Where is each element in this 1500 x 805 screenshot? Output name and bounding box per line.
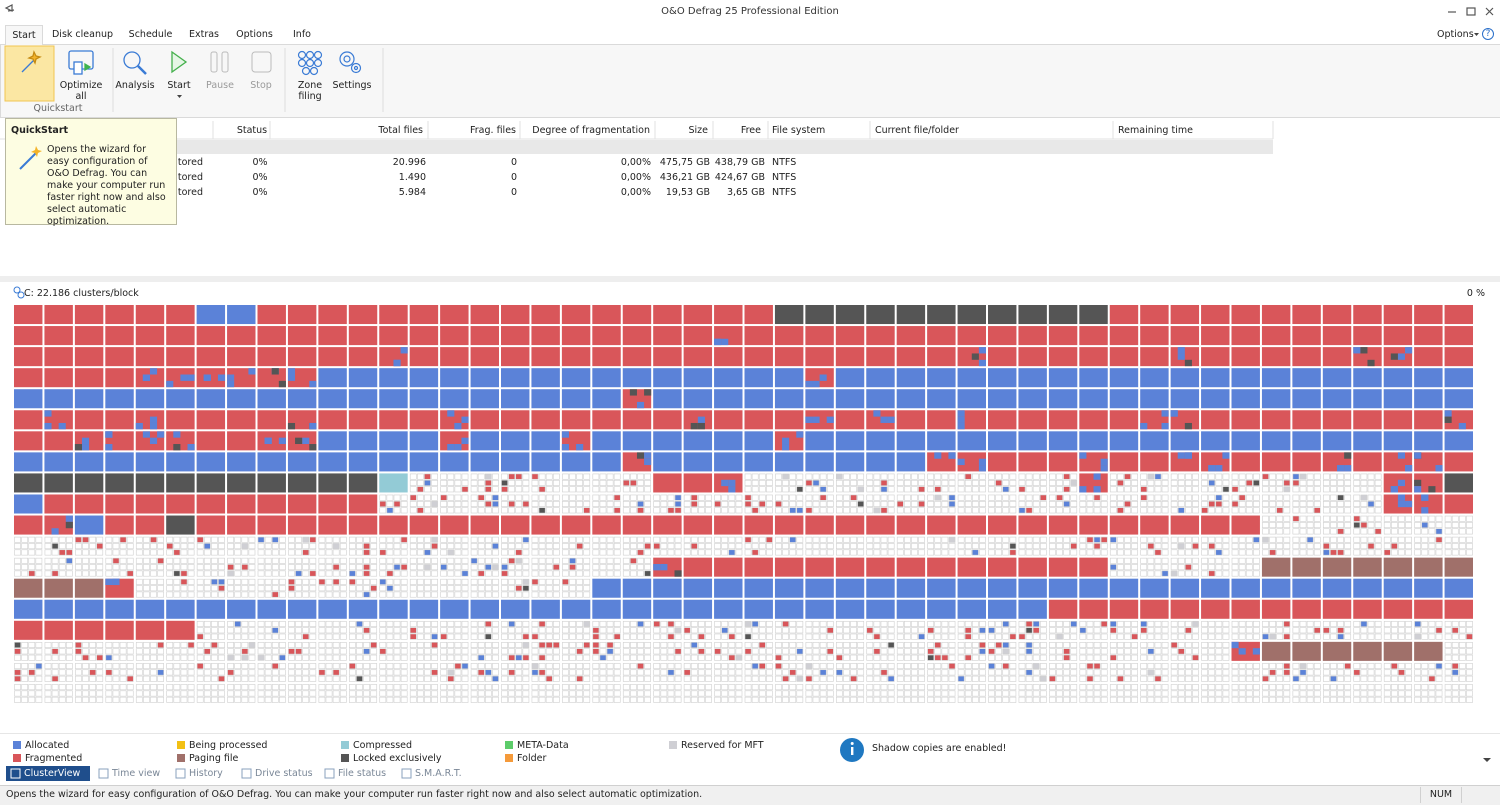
table-cell: 0,00% [620,187,651,198]
legend-label: Locked exclusively [353,753,442,764]
view-tab-label[interactable]: File status [338,768,387,779]
legend-label: Fragmented [25,753,83,764]
legend-label: META-Data [517,740,569,751]
cluster-panel [0,282,1500,732]
ribbon-button[interactable]: QuickStart [4,80,55,91]
menu-tab[interactable]: Options [236,29,273,40]
menu-tab[interactable]: Info [293,29,311,40]
table-cell: 19,53 GB [665,187,710,198]
wand [19,152,37,170]
table-cell: 3,65 GB [726,187,765,198]
column-header: Frag. files [470,125,516,136]
notice-text: Shadow copies are enabled! [872,743,1007,754]
table-cell: 0 [510,172,517,183]
table-cell: 5.984 [398,187,426,198]
legend-label: Being processed [189,740,268,751]
menu-bar [0,24,1500,44]
table-cell: 27.480 [483,142,517,153]
table-cell: 20.996 [392,157,426,168]
table-cell: 475,75 GB [659,157,710,168]
table-cell: NTFS [772,187,797,198]
view-tab-label[interactable]: S.M.A.R.T. [415,768,462,779]
table-cell: 1.490 [398,172,426,183]
table-cell: 0,00% [620,157,651,168]
ribbon-button[interactable]: Stop [250,80,272,91]
menu-tab[interactable]: Disk cleanup [51,29,114,40]
column-header: Current file/folder [875,125,959,136]
table-cell: 684.381 [386,142,426,153]
column-header: Remaining time [1118,125,1193,136]
table-cell: 0,00% [620,172,651,183]
table-cell: NTFS [772,157,797,168]
table-cell: 0 [510,187,517,198]
table-cell: 424,67 GB [714,172,765,183]
table-cell: NTFS [772,142,797,153]
view-tab-label[interactable]: ClusterView [24,768,81,779]
table-cell: 8,85% [620,142,651,153]
menu-tab[interactable]: Start [5,25,43,45]
cluster-drive-label: C: 22.186 clusters/block [24,288,139,299]
menu-tab[interactable]: Schedule [128,29,173,40]
tooltip-title: QuickStart [11,125,69,136]
view-tab-label[interactable]: History [189,768,223,779]
window-title: O&O Defrag 25 Professional Edition [661,6,839,17]
ribbon-button[interactable]: Optimize all [59,80,103,102]
table-cell: 436,21 GB [659,172,710,183]
status-text: Opens the wizard for easy configuration … [6,789,703,800]
tooltip-text: Opens the wizard for easy configuration … [47,144,166,227]
ribbon-button[interactable]: Analysis [115,80,155,91]
help-button[interactable]: ? [1485,29,1491,39]
table-cell: NTFS [772,172,797,183]
column-header: Degree of fragmentation [532,125,650,136]
view-tab-label[interactable]: Drive status [255,768,313,779]
view-tab-label[interactable]: Time view [112,768,161,779]
cluster-progress: 0 % [1466,288,1485,299]
column-header: Size [688,125,708,136]
column-header: Total files [378,125,423,136]
legend-label: Reserved for MFT [681,740,764,751]
table-cell: 0 [510,157,517,168]
legend-label: Compressed [353,740,413,751]
legend-label: Paging file [189,753,239,764]
ribbon-group-label: Quickstart [33,103,83,114]
table-cell: 438,79 GB [714,157,765,168]
legend-label: Folder [517,753,547,764]
legend-label: Allocated [25,740,70,751]
status-indicator: NUM [1420,787,1462,803]
ribbon-button[interactable]: Settings [332,80,372,91]
menu-tab[interactable]: Extras [188,29,220,40]
table-cell: 207,57 GB [714,142,765,153]
column-header: Free [740,125,761,136]
table-cell: 462,16 GB [659,142,710,153]
tooltip-icon [19,146,42,170]
column-header: File system [772,125,826,136]
